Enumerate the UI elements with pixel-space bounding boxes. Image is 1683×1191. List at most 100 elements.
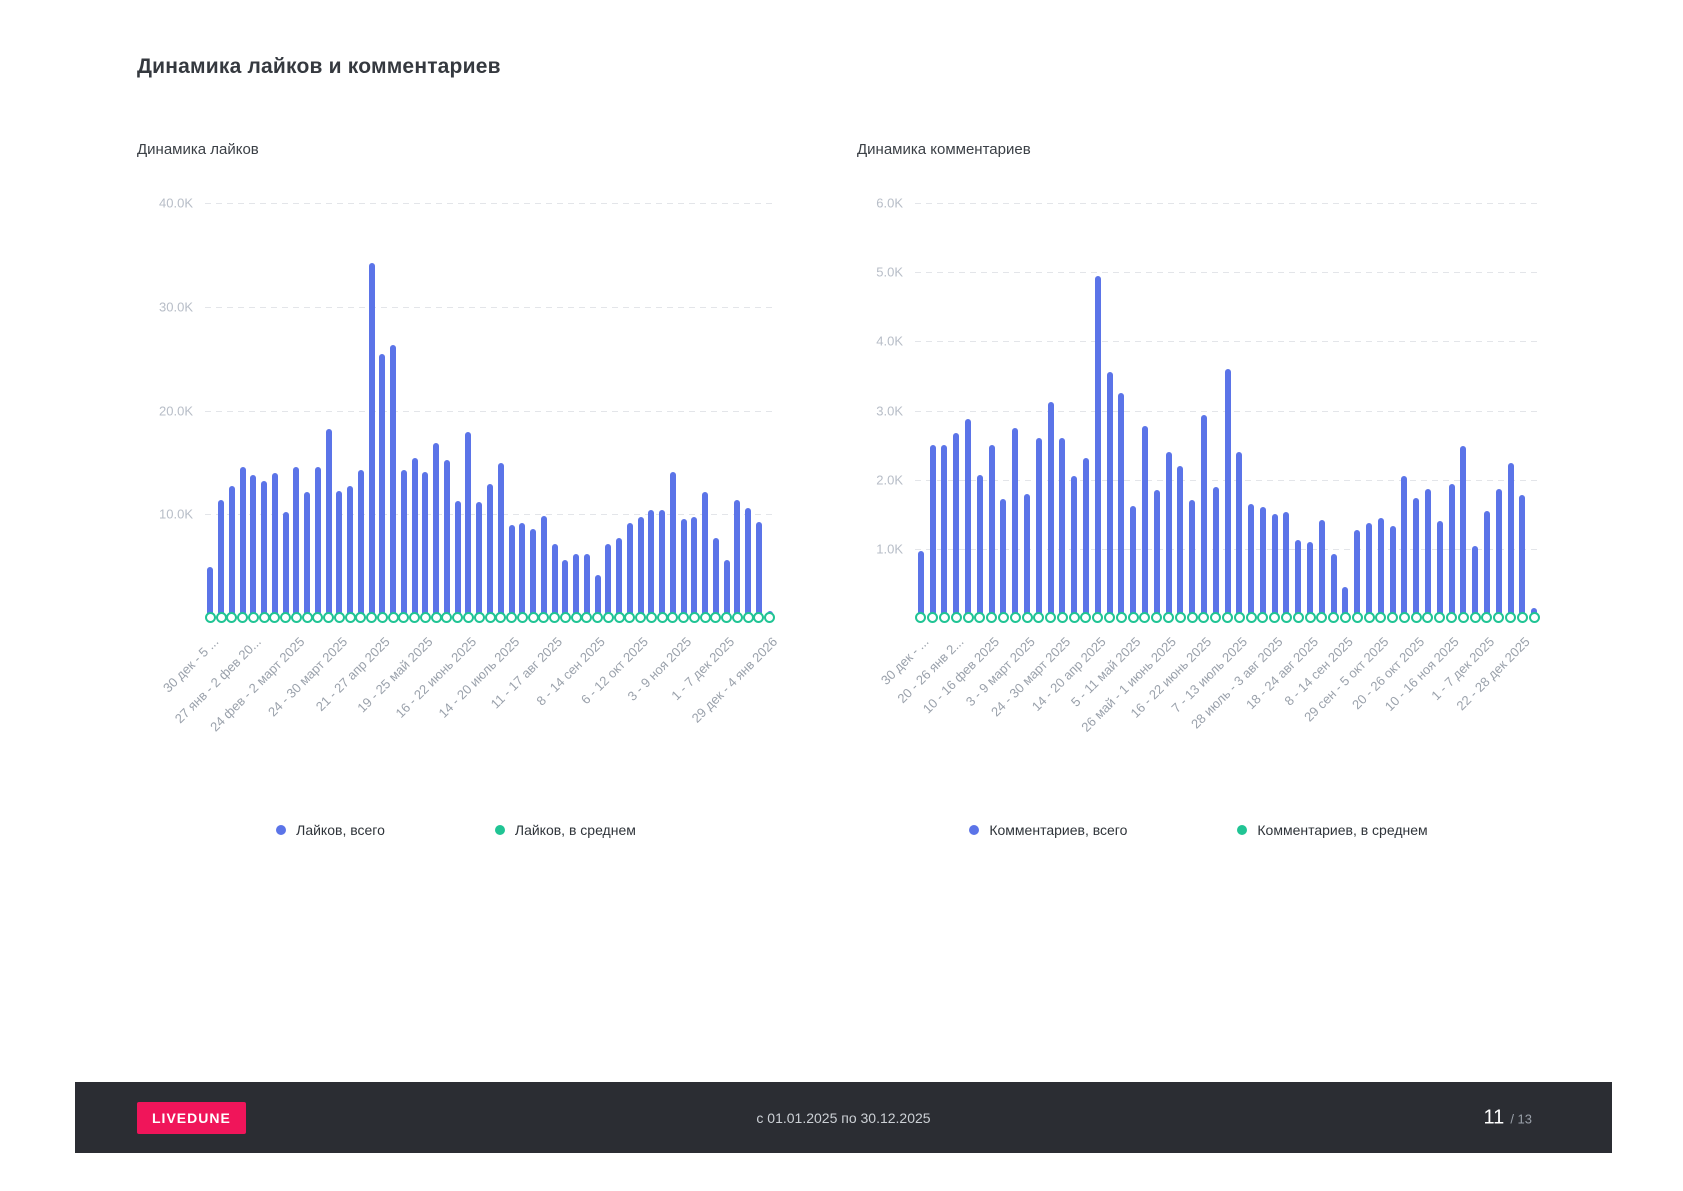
bar-Комментариев, всего [1082, 457, 1089, 618]
bar-Комментариев, всего [1448, 483, 1455, 618]
bar-Комментариев, всего [1460, 446, 1467, 618]
avg-marker [1505, 612, 1517, 623]
avg-marker [1139, 612, 1151, 623]
bar-Комментариев, всего [1366, 523, 1372, 618]
avg-marker [538, 612, 550, 623]
gridline [205, 306, 775, 308]
avg-marker [280, 612, 292, 623]
avg-marker [301, 612, 313, 623]
bar-Комментариев, всего [1389, 526, 1396, 618]
bar-Лайков, всего [648, 510, 655, 618]
bar-Комментариев, всего [1012, 427, 1019, 618]
avg-marker [516, 612, 528, 623]
avg-marker [731, 612, 743, 623]
avg-marker [1398, 612, 1410, 623]
avg-marker [226, 612, 238, 623]
bar-Лайков, всего [465, 432, 472, 618]
bar-Лайков, всего [400, 469, 407, 618]
bar-Комментариев, всего [1259, 507, 1266, 618]
avg-marker [1021, 612, 1033, 623]
avg-marker [387, 612, 399, 623]
legend-item: Лайков, всего [276, 822, 385, 838]
bar-Комментариев, всего [1200, 415, 1207, 618]
bar-Лайков, всего [487, 484, 493, 618]
bar-Комментариев, всего [976, 474, 983, 618]
bar-Комментариев, всего [1236, 452, 1243, 618]
avg-marker [1316, 612, 1328, 623]
avg-marker [927, 612, 939, 623]
comments-chart-title: Динамика комментариев [857, 141, 1031, 158]
bar-Комментариев, всего [1071, 476, 1078, 618]
avg-marker [915, 612, 927, 623]
avg-marker [688, 612, 700, 623]
avg-marker [1328, 612, 1340, 623]
y-tick-label: 10.0K [159, 506, 193, 522]
bar-Лайков, всего [207, 567, 214, 618]
avg-marker [1351, 612, 1363, 623]
avg-marker [1056, 612, 1068, 623]
avg-marker [1009, 612, 1021, 623]
footer: LIVEDUNE с 01.01.2025 по 30.12.2025 11 /… [75, 1082, 1612, 1153]
bar-Комментариев, всего [1130, 505, 1137, 618]
x-tick-label: 24 - 30 март 2025 [264, 634, 351, 720]
bar-Лайков, всего [669, 471, 676, 618]
avg-marker [323, 612, 335, 623]
legend-dot-icon [1237, 825, 1248, 835]
avg-marker [430, 612, 442, 623]
legend-item: Комментариев, всего [969, 822, 1127, 838]
likes-chart: Динамика лайков 10.0K 20.0K 30.0K 40.0K 30 д… [137, 135, 780, 905]
bar-Лайков, всего [390, 345, 397, 618]
bar-Комментариев, всего [1330, 553, 1337, 618]
avg-marker [1163, 612, 1175, 623]
likes-legend: Лайков, всего Лайков, в среднем [137, 822, 775, 838]
avg-marker [269, 612, 281, 623]
bar-Комментариев, всего [1472, 546, 1479, 618]
bar-Лайков, всего [282, 512, 289, 618]
page-indicator: 11 / 13 [1484, 1106, 1532, 1129]
avg-marker [333, 612, 345, 623]
avg-marker [1469, 612, 1481, 623]
bar-Лайков, всего [616, 538, 623, 618]
gridline [915, 203, 1540, 204]
avg-marker [1528, 612, 1540, 623]
avg-marker [495, 612, 507, 623]
bar-Комментариев, всего [1177, 465, 1184, 618]
bar-Комментариев, всего [1248, 503, 1255, 618]
avg-marker [258, 612, 270, 623]
bar-Комментариев, всего [1483, 511, 1490, 618]
avg-marker [1516, 612, 1528, 623]
avg-marker [1033, 612, 1045, 623]
avg-marker [1269, 612, 1281, 623]
bar-Комментариев, всего [965, 418, 972, 618]
avg-marker [419, 612, 431, 623]
page-total: / 13 [1510, 1111, 1532, 1126]
avg-marker [592, 612, 604, 623]
bar-Комментариев, всего [917, 550, 924, 618]
y-tick-label: 1.0K [876, 541, 903, 557]
likes-plot-area: 10.0K 20.0K 30.0K 40.0K 30 дек - 5 ... 27 янв… [159, 196, 780, 735]
bar-Комментариев, всего [1000, 499, 1007, 618]
bar-Комментариев, всего [1295, 539, 1302, 618]
gridline [915, 272, 1540, 274]
avg-marker [366, 612, 378, 623]
avg-marker [1481, 612, 1493, 623]
gridline [205, 203, 775, 204]
gridline [915, 341, 1540, 343]
avg-marker [1068, 612, 1080, 623]
bar-Лайков, всего [336, 491, 343, 618]
comments-chart: Динамика комментариев 1.0K 2.0K 3.0K 4.0K 5.… [857, 135, 1540, 905]
avg-marker [997, 612, 1009, 623]
bar-Комментариев, всего [1118, 393, 1125, 618]
avg-marker [656, 612, 668, 623]
avg-marker [1210, 612, 1222, 623]
page-number: 11 [1483, 1106, 1505, 1128]
avg-marker [1233, 612, 1245, 623]
avg-marker [1257, 612, 1269, 623]
bar-Лайков, всего [422, 471, 429, 618]
avg-marker [398, 612, 410, 623]
bar-Комментариев, всего [1035, 438, 1042, 618]
bar-Комментариев, всего [1047, 401, 1054, 618]
bar-Лайков, всего [530, 528, 537, 618]
avg-marker [699, 612, 711, 623]
